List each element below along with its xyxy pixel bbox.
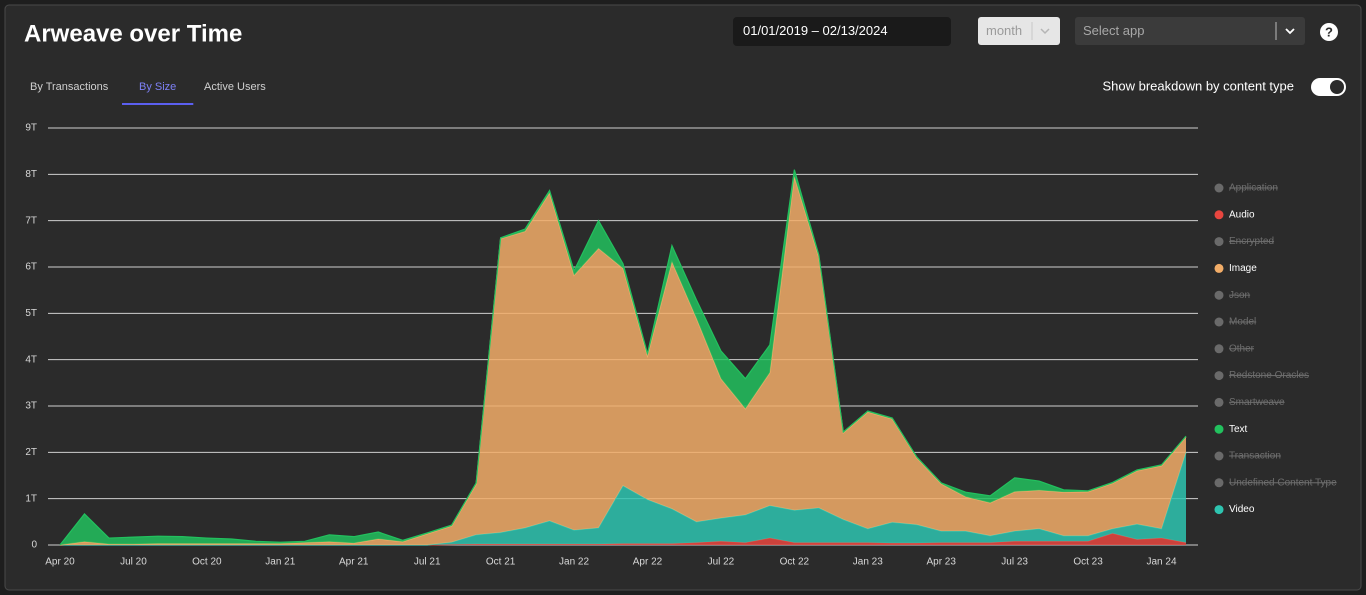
legend-label[interactable]: Json (1229, 290, 1250, 301)
x-tick-label: Jul 22 (708, 557, 735, 568)
tab[interactable]: By Size (139, 81, 176, 93)
legend-marker[interactable] (1214, 451, 1224, 461)
legend-label[interactable]: Image (1229, 263, 1257, 274)
toggle-knob (1330, 80, 1344, 94)
y-tick-label: 5T (25, 308, 37, 319)
y-tick-label: 7T (25, 215, 37, 226)
chevron (1285, 28, 1295, 35)
legend-marker[interactable] (1214, 290, 1224, 300)
area (60, 533, 1186, 545)
x-tick-label: Oct 22 (780, 557, 810, 568)
legend-marker[interactable] (1214, 478, 1224, 488)
x-tick-label: Oct 20 (192, 557, 222, 568)
y-tick-label: 1T (25, 493, 37, 504)
toggle-label: Show breakdown by content type (1102, 78, 1294, 93)
x-tick-label: Jan 23 (853, 557, 883, 568)
legend-label[interactable]: Undefined Content Type (1229, 477, 1337, 488)
x-tick-label: Oct 23 (1073, 557, 1103, 568)
legend-label[interactable]: Audio (1229, 209, 1255, 220)
app-placeholder: Select app (1083, 23, 1144, 38)
x-tick-label: Jan 21 (265, 557, 295, 568)
y-tick-label: 2T (25, 447, 37, 458)
tab-underline (122, 103, 194, 105)
y-tick-label: 6T (25, 262, 37, 273)
area-edge (59, 169, 1187, 546)
legend-label[interactable]: Application (1229, 183, 1278, 194)
legend-marker[interactable] (1214, 397, 1224, 407)
x-tick-label: Apr 22 (633, 557, 663, 568)
help-button[interactable] (1320, 23, 1338, 41)
legend-label[interactable]: Model (1229, 317, 1256, 328)
legend-marker[interactable] (1214, 317, 1224, 327)
legend-label[interactable]: Other (1229, 343, 1255, 354)
legend-marker[interactable] (1214, 237, 1224, 247)
toggle[interactable] (1311, 78, 1346, 96)
legend-marker[interactable] (1214, 505, 1224, 515)
legend-marker[interactable] (1214, 371, 1224, 381)
legend-label[interactable]: Text (1229, 424, 1248, 435)
area (60, 452, 1186, 545)
y-tick-label: 3T (25, 401, 37, 412)
tab[interactable]: Active Users (204, 81, 266, 93)
legend-marker[interactable] (1214, 263, 1224, 273)
x-tick-label: Apr 20 (45, 557, 75, 568)
y-tick-label: 0 (31, 540, 37, 551)
interval-select[interactable] (978, 17, 1060, 45)
x-tick-label: Jul 20 (120, 557, 147, 568)
legend-label[interactable]: Encrypted (1229, 236, 1274, 247)
x-tick-label: Jul 23 (1001, 557, 1028, 568)
date-range-text: 01/01/2019 – 02/13/2024 (743, 23, 888, 38)
x-tick-label: Jan 22 (559, 557, 589, 568)
area (60, 176, 1186, 545)
x-tick-label: Oct 21 (486, 557, 516, 568)
x-tick-label: Jan 24 (1147, 557, 1177, 568)
help-icon: ? (1325, 24, 1333, 39)
legend-marker[interactable] (1214, 424, 1224, 434)
date-range-input[interactable] (733, 17, 951, 46)
x-tick-label: Apr 23 (926, 557, 956, 568)
y-tick-label: 9T (25, 123, 37, 134)
legend-marker[interactable] (1214, 210, 1224, 220)
chevron (1040, 28, 1050, 35)
legend-label[interactable]: Video (1229, 504, 1255, 515)
page-title: Arweave over Time (24, 20, 242, 47)
x-tick-label: Jul 21 (414, 557, 441, 568)
legend-label[interactable]: Smartweave (1229, 397, 1285, 408)
legend-label[interactable]: Redstone Oracles (1229, 370, 1309, 381)
legend-marker[interactable] (1214, 344, 1224, 354)
y-tick-label: 8T (25, 169, 37, 180)
legend-marker[interactable] (1214, 183, 1224, 193)
interval-text: month (986, 23, 1022, 38)
y-tick-label: 4T (25, 354, 37, 365)
tab[interactable]: By Transactions (30, 81, 109, 93)
legend-label[interactable]: Transaction (1229, 451, 1281, 462)
app-select[interactable] (1075, 17, 1305, 45)
x-tick-label: Apr 21 (339, 557, 369, 568)
